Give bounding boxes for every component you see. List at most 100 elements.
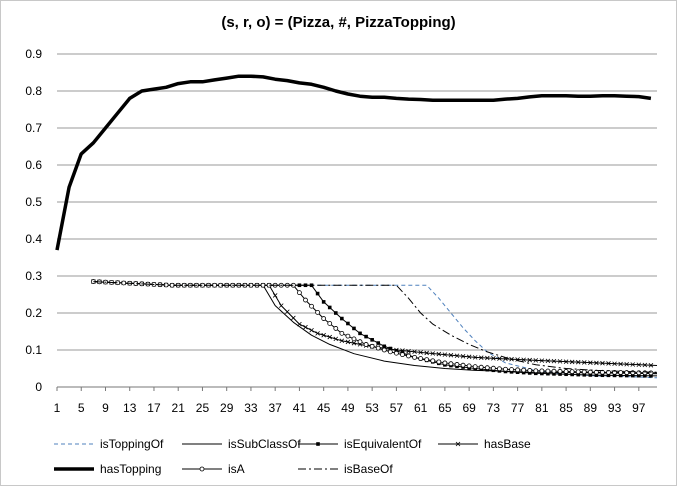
data-point <box>333 336 339 342</box>
data-point <box>588 360 593 365</box>
data-point <box>418 356 424 361</box>
x-tick-label: 13 <box>123 401 137 415</box>
data-point <box>612 361 617 367</box>
data-point <box>618 370 624 375</box>
data-point <box>424 350 429 356</box>
data-point <box>472 364 478 370</box>
data-point <box>521 370 526 375</box>
data-point <box>436 359 442 365</box>
y-tick-labels: 0 0.1 0.2 0.3 0.4 0.5 0.6 0.7 0.8 0.9 <box>25 47 42 394</box>
data-point <box>569 359 575 365</box>
data-point <box>309 283 314 288</box>
data-point <box>418 350 423 355</box>
legend-label: isEquivalentOf <box>344 437 422 451</box>
data-point <box>369 343 375 349</box>
legend-label: isBaseOf <box>344 462 393 476</box>
data-point <box>582 372 587 377</box>
data-point <box>340 316 344 321</box>
y-tick-label: 0.7 <box>25 121 42 135</box>
data-point <box>424 357 430 363</box>
data-point <box>454 353 460 359</box>
data-point <box>381 347 387 353</box>
data-point <box>309 327 314 333</box>
data-point <box>612 373 617 378</box>
data-point <box>521 367 527 373</box>
data-point <box>472 355 478 360</box>
data-point <box>569 369 575 375</box>
x-tick-label: 1 <box>54 401 61 415</box>
legend: isToppingOf isSubClassOf isEquivalentOf has… <box>54 437 531 476</box>
data-point <box>321 332 326 338</box>
data-point <box>478 355 484 360</box>
x-tick-label: 41 <box>293 401 307 415</box>
data-point <box>624 373 629 378</box>
data-point <box>563 359 569 364</box>
data-point <box>624 361 629 367</box>
data-point <box>539 368 545 374</box>
data-point <box>576 372 581 377</box>
data-point <box>527 357 533 363</box>
legend-item-isSubClassOf: isSubClassOf <box>182 437 301 451</box>
data-point <box>630 373 635 378</box>
data-point <box>551 368 557 374</box>
series-isToppingOf <box>93 281 658 379</box>
x-tick-label: 93 <box>608 401 622 415</box>
series-isSubClassOf <box>93 281 658 375</box>
data-point <box>540 371 544 376</box>
data-point <box>430 351 436 356</box>
x-tick-label: 65 <box>438 401 452 415</box>
data-point <box>484 365 490 371</box>
data-point <box>327 321 333 326</box>
data-point <box>345 339 351 345</box>
series-lines <box>55 74 658 379</box>
data-point <box>345 333 351 339</box>
data-point <box>278 303 284 308</box>
x-tick-label: 77 <box>511 401 525 415</box>
data-point <box>363 342 369 347</box>
x-tick-label: 45 <box>317 401 331 415</box>
data-point <box>406 353 411 359</box>
x-tick-label: 89 <box>584 401 598 415</box>
data-point <box>351 340 357 346</box>
data-point <box>575 369 581 375</box>
data-point <box>618 373 623 378</box>
data-point <box>485 355 490 361</box>
data-point <box>370 338 374 342</box>
data-point <box>333 326 339 331</box>
legend-item-hasBase: hasBase <box>438 437 531 451</box>
data-point <box>558 372 562 376</box>
data-point <box>315 291 320 296</box>
data-point <box>521 357 526 363</box>
data-point <box>303 297 308 303</box>
data-point <box>454 362 460 367</box>
data-point <box>575 359 581 365</box>
data-point <box>327 334 333 340</box>
gridlines <box>57 53 657 388</box>
legend-item-hasTopping: hasTopping <box>54 462 161 476</box>
legend-item-isA: isA <box>182 462 245 476</box>
data-point <box>321 300 326 304</box>
data-point <box>600 360 605 366</box>
data-point <box>442 360 448 366</box>
data-point <box>327 305 332 310</box>
data-point <box>545 368 551 374</box>
data-point <box>503 366 508 372</box>
data-point <box>406 348 411 354</box>
data-point <box>618 361 623 367</box>
legend-label: hasBase <box>484 437 531 451</box>
x-tick-label: 81 <box>535 401 549 415</box>
data-point <box>557 359 563 364</box>
series-isEquivalentOf <box>91 279 658 378</box>
legend-item-isEquivalentOf: isEquivalentOf <box>298 437 422 451</box>
data-point <box>387 349 393 355</box>
data-point <box>291 315 296 321</box>
x-tick-labels: 1 5 9 13 17 21 25 29 33 37 41 45 49 53 57 61 65 69 73 77 81 8… <box>54 387 646 415</box>
data-point <box>581 369 587 375</box>
series-isA <box>90 279 658 376</box>
x-tick-label: 21 <box>172 401 186 415</box>
y-tick-label: 0 <box>35 380 42 394</box>
data-point <box>297 283 302 288</box>
x-tick-label: 69 <box>462 401 476 415</box>
x-tick-label: 29 <box>220 401 234 415</box>
